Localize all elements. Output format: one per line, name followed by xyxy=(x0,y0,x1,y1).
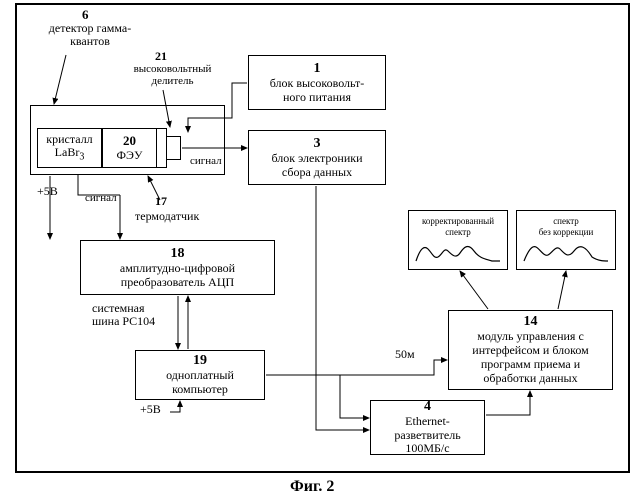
spectrum-raw-label: спектр без коррекции xyxy=(539,216,594,237)
spectrum-corrected-curve xyxy=(414,239,502,264)
spectrum-corrected-label: корректированный спектр xyxy=(422,216,494,237)
label-5v-2: +5В xyxy=(140,403,161,416)
pmt-box: 20 ФЭУ xyxy=(102,128,157,168)
block-18: 18 амплитудно-цифровой преобразователь А… xyxy=(80,240,275,295)
block-3: 3 блок электроники сбора данных xyxy=(248,130,386,185)
label-signal-1: сигнал xyxy=(190,155,222,167)
block-14-num: 14 xyxy=(524,314,538,330)
label-21-text: высоковольтный делитель xyxy=(120,63,225,87)
block-1: 1 блок высоковольт- ного питания xyxy=(248,55,386,110)
label-17-text: термодатчик xyxy=(135,210,199,223)
label-6-text: детектор гамма- квантов xyxy=(30,22,150,48)
block-4-num: 4 xyxy=(424,399,431,415)
block-19-text: одноплатный компьютер xyxy=(166,369,234,397)
block-19-num: 19 xyxy=(193,353,207,369)
block-3-num: 3 xyxy=(314,136,321,152)
label-5v-1: +5В xyxy=(37,185,58,198)
spectrum-corrected: корректированный спектр xyxy=(408,210,508,270)
block-4-text: Ethernet- разветвитель 100МБ/с xyxy=(394,415,460,456)
block-18-num: 18 xyxy=(171,246,185,262)
label-21-num: 21 xyxy=(155,50,167,63)
crystal-text: кристалл LaBr3 xyxy=(46,133,92,164)
block-1-num: 1 xyxy=(314,61,321,77)
block-1-text: блок высоковольт- ного питания xyxy=(270,77,365,105)
block-14: 14 модуль управления с интерфейсом и бло… xyxy=(448,310,613,390)
label-17-num: 17 xyxy=(155,195,167,208)
block-3-text: блок электроники сбора данных xyxy=(271,152,362,180)
label-bus: системная шина PC104 xyxy=(92,302,155,328)
pmt-text: ФЭУ xyxy=(117,149,143,163)
block-18-text: амплитудно-цифровой преобразователь АЦП xyxy=(120,262,235,290)
divider-slot xyxy=(157,128,167,168)
crystal-box: кристалл LaBr3 xyxy=(37,128,102,168)
pmt-num: 20 xyxy=(123,134,136,149)
block-4: 4 Ethernet- разветвитель 100МБ/с xyxy=(370,400,485,455)
figure-caption: Фиг. 2 xyxy=(290,478,334,496)
block-14-text: модуль управления с интерфейсом и блоком… xyxy=(472,330,588,385)
divider-gap xyxy=(167,136,181,160)
spectrum-raw-curve xyxy=(522,239,610,264)
spectrum-raw: спектр без коррекции xyxy=(516,210,616,270)
block-19: 19 одноплатный компьютер xyxy=(135,350,265,400)
label-signal-2: сигнал xyxy=(85,192,117,204)
label-50m: 50м xyxy=(395,348,415,361)
